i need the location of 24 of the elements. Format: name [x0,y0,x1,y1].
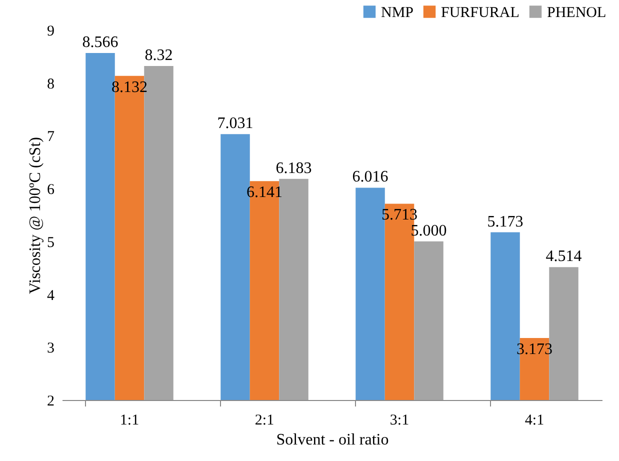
data-label: 7.031 [217,115,254,132]
x-tick-label: 1:1 [120,412,140,428]
data-label: 8.566 [82,34,118,51]
data-label: 6.183 [276,160,312,177]
legend-label: FURFURAL [441,4,520,21]
data-label: 4.514 [546,248,582,266]
y-tick-label: 8 [47,76,54,92]
y-tick-label: 3 [47,340,54,357]
legend-label: PHENOL [547,4,606,21]
x-axis-title: Solvent - oil ratio [276,432,389,448]
x-tick-label: 4:1 [524,412,544,428]
y-tick-label: 5 [47,234,54,251]
y-tick-label: 9 [47,24,54,40]
y-axis-title: Viscosity @ 100ºC (cSt) [27,137,44,294]
y-tick-label: 7 [47,129,55,146]
data-label: 5.173 [487,213,524,230]
data-label: 8.32 [144,46,173,64]
x-tick-label: 2:1 [254,412,274,428]
x-tick-label: 3:1 [390,412,410,428]
y-tick-label: 4 [47,288,55,304]
legend-label: NMP [381,4,414,21]
y-tick-label: 6 [47,182,55,198]
y-tick-label: 2 [47,394,54,410]
data-label: 6.016 [352,168,388,186]
